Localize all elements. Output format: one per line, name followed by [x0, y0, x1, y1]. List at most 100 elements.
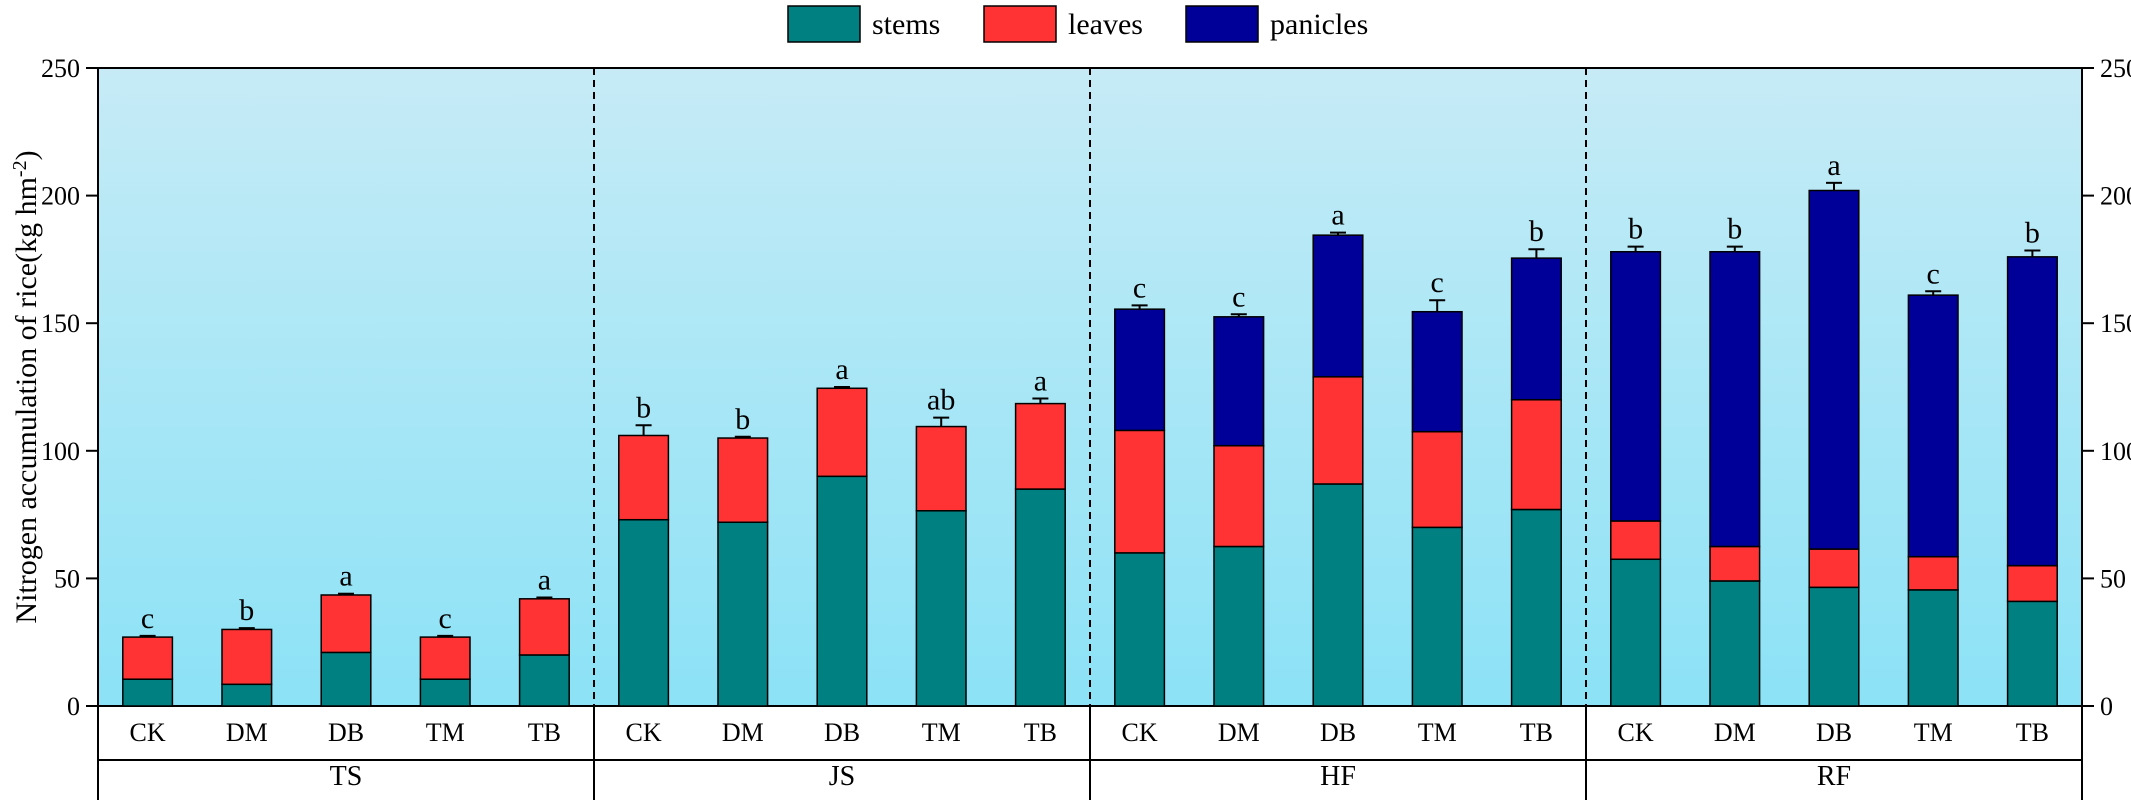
x-tick-label: DB	[328, 718, 364, 747]
y-tick-label-left: 200	[41, 182, 80, 211]
bar-leaves-rf-ck	[1610, 520, 1662, 561]
y-tick-label-right: 150	[2100, 309, 2131, 338]
bar-leaves-rf-db	[1808, 548, 1860, 589]
bar-leaves-js-db	[816, 387, 868, 478]
bar-stems-js-tb	[1014, 488, 1066, 707]
x-tick-label: TM	[1914, 718, 1953, 747]
bar-leaves-js-tm	[915, 425, 967, 512]
y-axis-label-close: )	[10, 150, 43, 160]
x-tick-label: TM	[922, 718, 961, 747]
bar-leaves-hf-tm	[1411, 430, 1463, 529]
bar-panicles-hf-dm	[1213, 316, 1265, 447]
significance-label: a	[538, 564, 551, 597]
y-axes: 0 0 50 50 100 100 150 150 200 200 250 250	[41, 54, 2131, 721]
bar-leaves-ts-tb	[518, 598, 570, 656]
bar-leaves-hf-tb	[1510, 399, 1562, 511]
bar-leaves-ts-ck	[122, 636, 174, 680]
y-tick-label-right: 100	[2100, 437, 2131, 466]
bar-leaves-ts-dm	[221, 628, 273, 686]
bar-leaves-js-dm	[717, 437, 769, 524]
x-tick-label: TM	[426, 718, 465, 747]
significance-label: c	[1133, 271, 1146, 304]
legend-label-leaves: leaves	[1068, 8, 1143, 41]
bar-stems-js-db	[816, 475, 868, 707]
bar-stems-hf-dm	[1213, 545, 1265, 707]
x-tick-label: DM	[1218, 718, 1260, 747]
y-tick-label-left: 150	[41, 309, 80, 338]
y-tick-label-right: 50	[2100, 564, 2126, 593]
y-tick-label-right: 250	[2100, 54, 2131, 83]
legend-label-stems: stems	[872, 8, 940, 41]
bar-leaves-js-tb	[1014, 402, 1066, 490]
bar-stems-rf-ck	[1610, 558, 1662, 707]
significance-label: b	[636, 391, 651, 424]
x-tick-label: CK	[1122, 718, 1158, 747]
bar-panicles-rf-tb	[2006, 256, 2058, 567]
x-tick-label: TB	[1520, 718, 1553, 747]
significance-label: b	[1628, 213, 1643, 246]
x-axis-categories: TS CK DM DB TM TB JS CK DM DB TM TB HF CK DM DB TM TB RF CK…	[130, 718, 2049, 792]
x-tick-label: DM	[722, 718, 764, 747]
y-axis-label-main: Nitrogen accumulation of rice(kg hm	[10, 177, 43, 624]
bar-stems-rf-db	[1808, 586, 1860, 707]
bar-stems-hf-db	[1312, 483, 1364, 707]
significance-label: c	[439, 602, 452, 635]
group-label-rf: RF	[1817, 761, 1851, 792]
bar-stems-hf-tm	[1411, 526, 1463, 707]
x-tick-label: DM	[226, 718, 268, 747]
x-tick-label: DB	[824, 718, 860, 747]
bar-stems-ts-ck	[122, 678, 174, 707]
bar-panicles-hf-ck	[1114, 308, 1166, 432]
significance-label: a	[1034, 364, 1047, 397]
group-dividers	[97, 68, 2083, 800]
significance-label: c	[1431, 266, 1444, 299]
bar-panicles-rf-db	[1808, 189, 1860, 550]
legend: stems leaves panicles	[787, 5, 1368, 43]
x-tick-label: DB	[1320, 718, 1356, 747]
y-tick-label-right: 0	[2100, 692, 2113, 721]
legend-swatch-panicles	[1185, 5, 1259, 43]
y-axis-label: Nitrogen accumulation of rice(kg hm-2)	[9, 150, 43, 623]
x-tick-label: TM	[1418, 718, 1457, 747]
significance-label: b	[735, 403, 750, 436]
significance-label: c	[1232, 280, 1245, 313]
x-tick-label: CK	[1618, 718, 1654, 747]
bar-stems-hf-ck	[1114, 552, 1166, 707]
bar-stems-rf-tb	[2006, 600, 2058, 707]
y-tick-label-right: 200	[2100, 182, 2131, 211]
significance-label: a	[339, 560, 352, 593]
x-tick-label: TB	[528, 718, 561, 747]
x-tick-label: DM	[1714, 718, 1756, 747]
bar-stems-js-dm	[717, 521, 769, 707]
bar-panicles-rf-dm	[1709, 250, 1761, 548]
group-label-js: JS	[829, 761, 855, 792]
bar-panicles-hf-tm	[1411, 310, 1463, 433]
bar-panicles-hf-tb	[1510, 257, 1562, 401]
y-tick-label-left: 100	[41, 437, 80, 466]
legend-swatch-leaves	[983, 5, 1057, 43]
significance-label: b	[1529, 215, 1544, 248]
significance-label: ab	[927, 384, 955, 417]
bar-panicles-rf-tm	[1907, 294, 1959, 558]
significance-label: a	[1827, 149, 1840, 182]
bar-panicles-hf-db	[1312, 234, 1364, 378]
bar-leaves-rf-tb	[2006, 564, 2058, 603]
bar-stems-rf-dm	[1709, 580, 1761, 707]
group-label-ts: TS	[330, 761, 363, 792]
bar-panicles-rf-ck	[1610, 250, 1662, 522]
y-axis-label-superscript: -2	[9, 160, 31, 177]
significance-label: c	[141, 602, 154, 635]
bar-leaves-ts-tm	[419, 636, 471, 680]
legend-swatch-stems	[787, 5, 861, 43]
legend-label-panicles: panicles	[1270, 8, 1368, 41]
bar-stems-ts-tm	[419, 678, 471, 707]
bar-leaves-ts-db	[320, 594, 372, 654]
bar-stems-ts-tb	[518, 654, 570, 707]
x-tick-label: TB	[2016, 718, 2049, 747]
significance-label: c	[1927, 257, 1940, 290]
y-tick-label-left: 250	[41, 54, 80, 83]
x-tick-label: DB	[1816, 718, 1852, 747]
x-tick-label: CK	[130, 718, 166, 747]
